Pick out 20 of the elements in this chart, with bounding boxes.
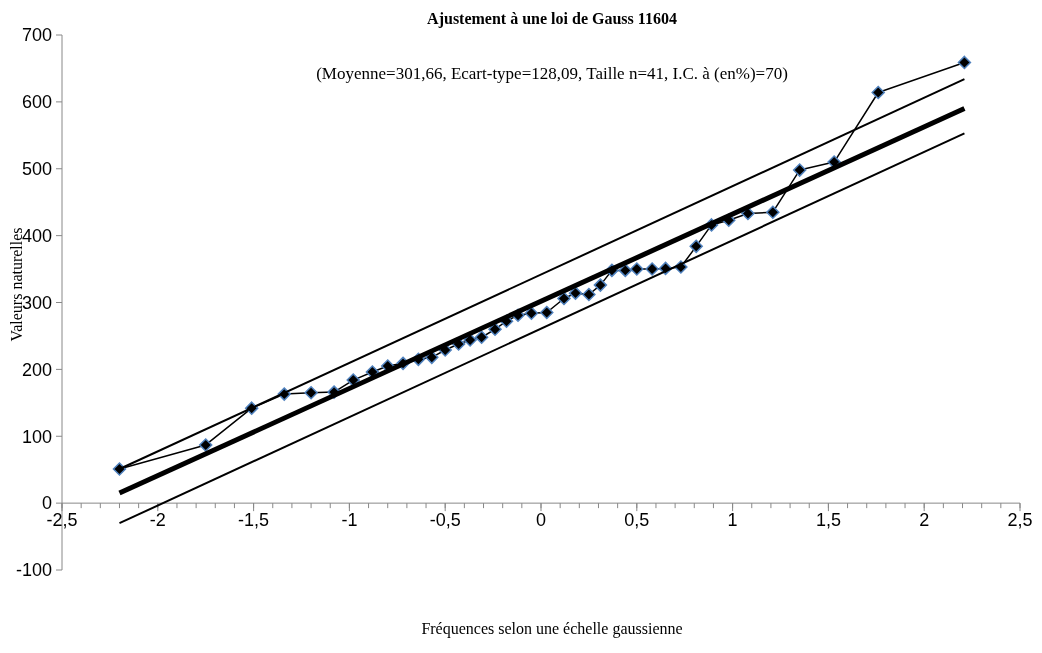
x-tick-label: -2 [149,510,166,531]
chart-title: Ajustement à une loi de Gauss 11604 [427,10,677,28]
x-tick-label: 1 [727,510,738,531]
y-tick-label: 700 [21,25,52,46]
x-tick-label: 0 [535,510,547,531]
x-tick-label: 1,5 [815,510,841,531]
x-tick-label: -1,5 [238,510,270,531]
x-tick-label: 0,5 [624,510,650,531]
x-axis-title: Fréquences selon une échelle gaussienne [421,620,683,638]
y-tick-label: 600 [21,92,52,113]
y-tick-label: 100 [21,426,52,447]
x-tick-label: 2 [919,510,930,531]
x-tick-label: 2,5 [1007,510,1033,531]
x-tick-label: -0,5 [429,510,461,531]
text: (Moyenne=301,66, Ecart-type=128,09, Taille n=41, I.C. à (en%)=70) [316,64,788,83]
x-tick-label: -1 [341,510,358,531]
y-tick-label: 500 [21,159,52,180]
y-tick-label: 300 [21,292,52,313]
y-tick-label: 200 [21,359,52,380]
y-tick-label: -100 [15,560,52,581]
